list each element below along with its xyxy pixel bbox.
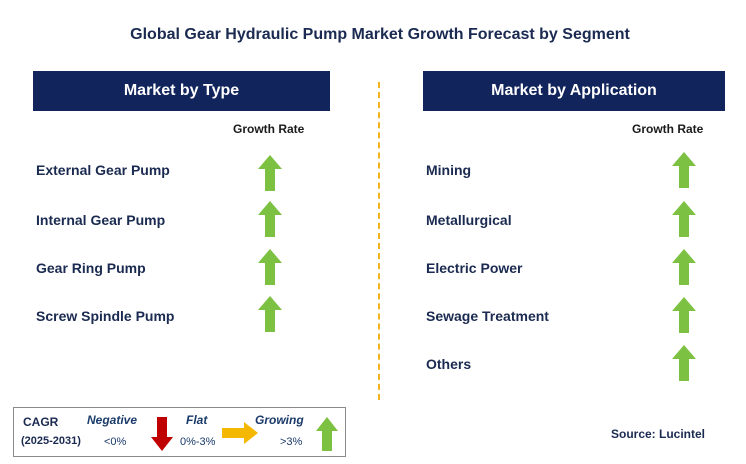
up-arrow-icon [316,417,338,451]
cagr-legend: CAGR (2025-2031) Negative <0% Flat 0%-3%… [13,407,346,457]
application-item-electric-power: Electric Power [426,260,523,276]
up-arrow-icon [672,345,696,381]
up-arrow-icon [672,152,696,188]
application-item-mining: Mining [426,162,472,178]
legend-flat-range: 0%-3% [180,436,216,448]
up-arrow-icon [258,296,282,332]
right-arrow-icon [222,422,258,444]
up-arrow-icon [672,297,696,333]
up-arrow-icon [258,249,282,285]
up-arrow-icon [258,201,282,237]
application-item-metallurgical: Metallurgical [426,212,512,228]
source-label: Source: Lucintel [611,427,706,441]
legend-negative-range: <0% [104,436,127,448]
legend-period: (2025-2031) [21,435,81,447]
type-item-external-gear-pump: External Gear Pump [36,162,170,178]
panel-divider [378,82,380,400]
legend-cagr-label: CAGR [23,415,59,429]
market-by-type-label: Market by Type [123,82,240,99]
market-by-type-header: Market by Type [33,71,330,111]
type-item-gear-ring-pump: Gear Ring Pump [36,260,146,276]
type-item-screw-spindle-pump: Screw Spindle Pump [36,308,175,324]
legend-growing-label: Growing [255,413,304,427]
chart-title: Global Gear Hydraulic Pump Market Growth… [130,26,630,43]
up-arrow-icon [672,249,696,285]
application-item-sewage-treatment: Sewage Treatment [426,308,549,324]
legend-flat-label: Flat [186,413,208,427]
type-growth-rate-header: Growth Rate [233,122,305,136]
up-arrow-icon [258,155,282,191]
market-by-application-header: Market by Application [423,71,725,111]
legend-growing-range: >3% [280,436,303,448]
legend-negative-label: Negative [87,413,138,427]
type-item-internal-gear-pump: Internal Gear Pump [36,212,166,228]
application-item-others: Others [426,356,472,372]
up-arrow-icon [672,201,696,237]
down-arrow-icon [151,417,173,451]
market-by-application-label: Market by Application [491,82,657,99]
application-growth-rate-header: Growth Rate [632,122,704,136]
